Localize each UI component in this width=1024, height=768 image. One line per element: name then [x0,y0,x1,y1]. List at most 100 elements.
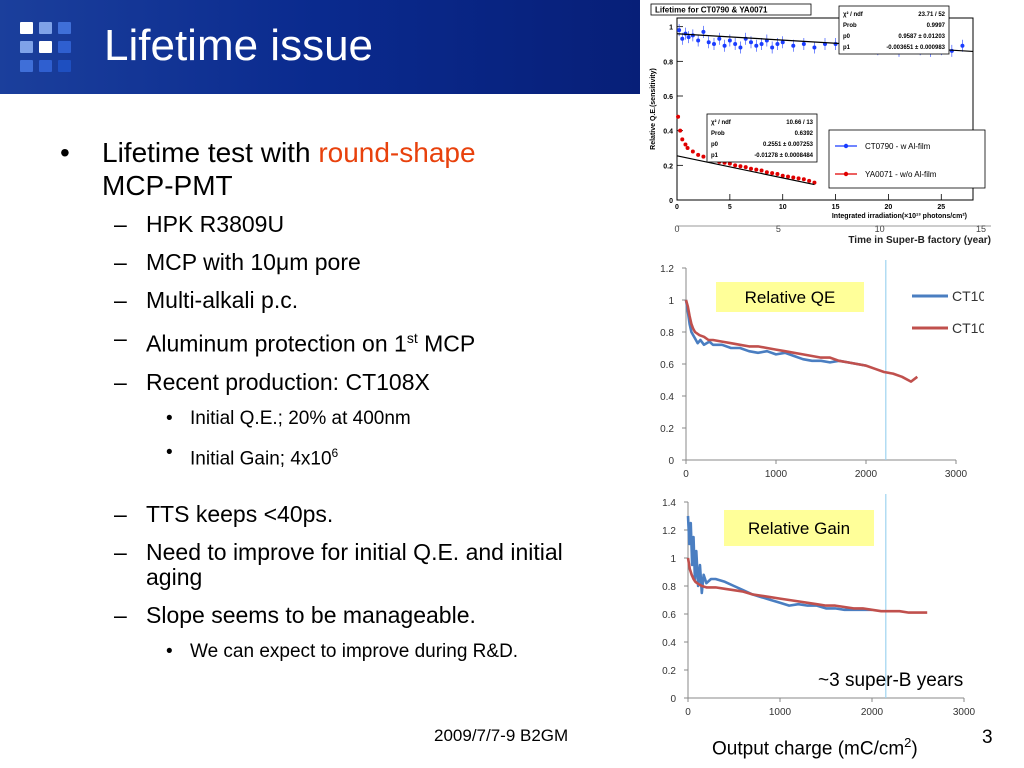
lifetime-chart: Lifetime for CT0790 & YA0071 0 0.2 0.4 0.6 0… [641,0,1016,250]
data-point [686,35,691,40]
data-point [770,45,775,50]
y-tick-label: 0.8 [663,59,673,66]
main-bullet: • Lifetime test with round-shape MCP-PMT [60,137,476,201]
data-point [706,40,711,45]
data-point [733,42,738,46]
data-point [780,173,785,178]
x-tick-label: 2000 [861,707,884,718]
data-point [696,152,701,157]
fit-key: p1 [711,153,719,159]
y-tick-label: 1 [668,296,674,307]
fit-value: 23.71 / 52 [918,12,945,18]
y-tick-label: 0.4 [660,392,674,403]
main-bullet-suffix: MCP-PMT [102,170,233,201]
sub-list-item: • We can expect to improve during R&D. [166,640,519,662]
relative-qe-chart: 0 0.2 0.4 0.6 0.8 1 1.2 0 1000 2000 3000 Relative Q… [660,260,984,480]
data-point [743,165,748,170]
y-tick-label: 0.8 [660,328,674,339]
sub-list-item: • Initial Gain; 4x106 [166,441,339,469]
x-tick-label: 0 [683,469,689,480]
y-tick-label: 0.4 [663,129,673,136]
plot-frame [676,17,974,201]
list-item: – MCP with 10μm pore [114,249,361,275]
data-point [807,178,812,183]
fit-value: 10.66 / 13 [786,120,813,126]
data-point [801,42,806,46]
fit-value: 0.9587 ± 0.01203 [898,34,945,40]
legend-label: YA0071 - w/o Al-film [865,170,937,179]
callout-label: Relative QE [745,288,836,307]
data-point [812,180,817,185]
callout-box [716,282,864,312]
y-tick-label: 0.2 [660,424,674,435]
fit-value: -0.003651 ± 0.000983 [886,45,945,51]
secondary-tick-label: 0 [674,224,679,234]
x-tick-label: 0 [675,204,679,211]
years-note: ~3 super-B years [818,670,964,691]
fit-box [838,5,950,55]
x-tick-label: 1000 [769,707,792,718]
y-tick-label: 1.4 [662,498,676,509]
fit-value: 0.6392 [795,131,814,137]
data-point [701,29,706,34]
y-tick-label: 1 [670,554,676,565]
data-point [733,163,738,168]
secondary-tick-label: 15 [976,224,986,234]
data-point [712,42,716,46]
main-bullet-text: Lifetime test with [102,137,319,168]
y-tick-label: 0.4 [662,638,676,649]
data-point [683,142,688,147]
y-tick-label: 0.6 [663,94,673,101]
y-tick-label: 0.6 [662,610,676,621]
y-tick-label: 0.6 [660,360,674,371]
fit-value: 0.9997 [927,23,946,29]
legend-label: CT1082 [952,320,984,336]
data-point [678,128,683,133]
fit-key: p0 [843,34,851,40]
x-tick-label: 5 [728,204,732,211]
data-point [680,36,685,41]
data-point [754,167,759,172]
list-item: – Multi-alkali p.c. [114,287,299,313]
secondary-tick-label: 5 [776,224,781,234]
data-point [786,174,790,179]
data-point [685,146,690,150]
x-tick-label: 20 [885,204,893,211]
x-axis-label: Integrated irradiation(×10¹³ photons/cm²… [832,213,967,220]
secondary-tick-label: 10 [875,224,885,234]
x-tick-label: 2000 [855,469,878,480]
footer-text: 2009/7/7-9 B2GM [434,726,569,745]
sub-list-item: • Initial Q.E.; 20% at 400nm [166,407,411,429]
fit-key: χ² / ndf [711,119,732,126]
x-tick-label: 1000 [765,469,788,480]
y-axis-label: Relative Q.E.(sensitivity) [650,68,657,150]
relative-gain-chart: 0 0.2 0.4 0.6 0.8 1 1.2 1.4 0 1000 2000 3000 Relativ… [662,494,976,718]
slide-title: Lifetime issue [104,21,374,70]
data-point [764,170,769,175]
x-tick-label: 25 [937,204,945,211]
data-point [960,43,965,48]
data-point [780,40,785,45]
fit-key: Prob [843,23,857,29]
x-tick-label: 0 [685,707,691,718]
data-point [676,114,681,119]
slide-body: • Lifetime test with round-shape MCP-PMT… [56,136,636,675]
legend-marker [843,171,849,177]
data-point [701,154,706,159]
legend-box [828,129,986,189]
y-tick-label: 0.8 [662,582,676,593]
y-tick-label: 1.2 [662,526,676,537]
legend-label: CT1080 [952,288,984,304]
data-point [791,175,796,180]
fit-key: Prob [711,131,725,137]
lifetime-chart-title: Lifetime for CT0790 & YA0071 [655,6,768,15]
list-item: – Recent production: CT108X [114,368,430,395]
series-line [684,299,867,367]
y-tick-label: 0.2 [663,163,673,170]
square-grid-logo-icon [20,22,76,74]
fit-value: -0.01278 ± 0.0008484 [754,153,813,159]
page-number: 3 [982,727,993,748]
data-point [812,45,817,50]
data-point [770,171,775,176]
list-item: – TTS keeps <40ps. [114,500,334,527]
